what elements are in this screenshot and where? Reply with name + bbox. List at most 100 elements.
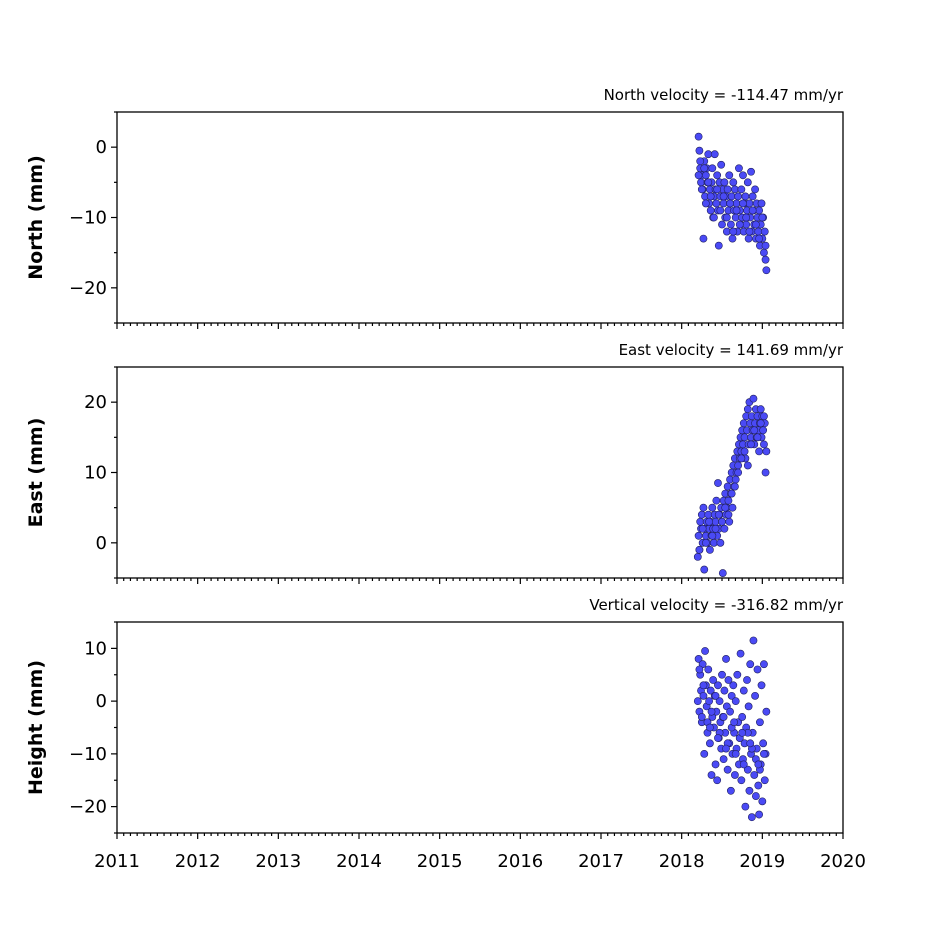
height-data-point — [746, 660, 755, 669]
height-data-point — [747, 813, 756, 822]
north-data-point — [728, 234, 737, 243]
height-data-point — [754, 781, 763, 790]
height-data-point — [756, 718, 764, 727]
height-data-point — [718, 670, 726, 679]
height-velocity-title: Vertical velocity = -316.82 mm/yr — [589, 596, 843, 614]
height-data-point — [719, 713, 728, 721]
height-data-point — [746, 739, 755, 748]
east-data-point — [759, 426, 768, 435]
height-data-point — [753, 665, 762, 674]
height-data-point — [709, 676, 718, 684]
east-data-point — [755, 447, 764, 456]
north-data-point — [748, 206, 757, 215]
east-data-point — [762, 447, 771, 456]
north-data-point — [710, 213, 718, 222]
east-data-point — [743, 405, 752, 414]
east-data-point — [710, 538, 718, 547]
east-data-point — [700, 565, 709, 574]
north-data-point — [745, 227, 754, 236]
north-data-point — [719, 192, 728, 201]
height-data-point — [694, 655, 703, 663]
height-xtick-label: 2018 — [659, 851, 705, 872]
height-data-point — [731, 749, 740, 758]
height-data-point — [707, 771, 716, 779]
height-data-point — [738, 728, 747, 737]
east-data-point — [718, 569, 727, 577]
height-data-point — [723, 765, 732, 774]
north-data-point — [757, 199, 766, 208]
height-data-point — [751, 792, 760, 800]
height-data-point — [744, 702, 753, 711]
height-data-point — [755, 810, 764, 819]
east-data-point — [727, 489, 736, 498]
east-data-point — [705, 517, 713, 526]
height-data-point — [699, 691, 708, 700]
height-data-point — [719, 755, 728, 764]
north-data-point — [704, 150, 713, 159]
east-data-point — [731, 475, 740, 484]
north-data-point — [754, 227, 763, 236]
height-data-point — [760, 660, 768, 669]
height-data-point — [726, 707, 734, 716]
east-panel: East velocity = 141.69 mm/yr East (mm) 0 10… — [25, 341, 844, 584]
east-data-point — [720, 524, 729, 533]
north-data-point — [755, 234, 764, 243]
height-ytick-label: 10 — [84, 638, 107, 659]
east-data-point — [756, 419, 765, 428]
east-data-point — [693, 553, 702, 561]
north-data-point — [745, 199, 754, 208]
east-data-point — [714, 479, 722, 487]
east-data-point — [696, 517, 705, 526]
north-data-point — [734, 192, 743, 201]
east-data-point — [723, 482, 732, 491]
height-data-point — [758, 797, 767, 806]
height-data-point — [751, 691, 759, 700]
east-data-point — [714, 510, 723, 519]
height-data-point — [743, 676, 751, 684]
height-panel: Vertical velocity = -316.82 mm/yr Height … — [25, 596, 866, 872]
north-data-point — [755, 206, 764, 215]
north-data-point — [735, 220, 744, 229]
height-xtick-label: 2020 — [820, 851, 866, 872]
height-data-point — [739, 686, 748, 695]
north-data-point — [737, 185, 746, 194]
north-data-point — [744, 234, 753, 243]
east-data-point — [739, 419, 748, 428]
north-data-point — [761, 255, 770, 264]
north-ytick-label: 0 — [96, 137, 107, 158]
east-data-point — [712, 496, 721, 505]
north-velocity-title: North velocity = -114.47 mm/yr — [604, 86, 844, 104]
height-data-point — [714, 734, 722, 742]
north-data-point — [727, 192, 736, 201]
height-data-point — [749, 636, 758, 645]
north-data-point — [741, 192, 750, 201]
north-ylabel: North (mm) — [25, 155, 47, 280]
north-data-point — [732, 199, 741, 208]
height-data-point — [729, 681, 738, 690]
height-data-point — [713, 776, 722, 785]
height-data-point — [706, 739, 714, 748]
north-data-point — [717, 160, 726, 169]
north-data-point — [701, 171, 710, 180]
north-data-point — [697, 178, 705, 187]
east-data-point — [753, 433, 762, 442]
height-xtick-label: 2014 — [336, 851, 382, 872]
height-data-point — [731, 697, 740, 706]
north-data-point — [699, 234, 708, 243]
height-data-point — [705, 697, 713, 706]
north-data-point — [700, 164, 709, 173]
north-data-point — [701, 199, 710, 208]
east-data-point — [725, 517, 734, 526]
north-data-point — [735, 164, 743, 173]
east-ylabel: East (mm) — [25, 418, 47, 528]
height-data-point — [750, 771, 759, 779]
east-data-point — [706, 545, 714, 554]
north-data-point — [739, 199, 747, 208]
height-data-point — [693, 697, 702, 706]
north-panel: North velocity = -114.47 mm/yr North (mm)… — [25, 86, 844, 329]
height-data-point — [733, 670, 742, 679]
north-data-point — [722, 227, 731, 236]
north-data-point — [758, 213, 767, 222]
height-data-point — [697, 713, 706, 721]
